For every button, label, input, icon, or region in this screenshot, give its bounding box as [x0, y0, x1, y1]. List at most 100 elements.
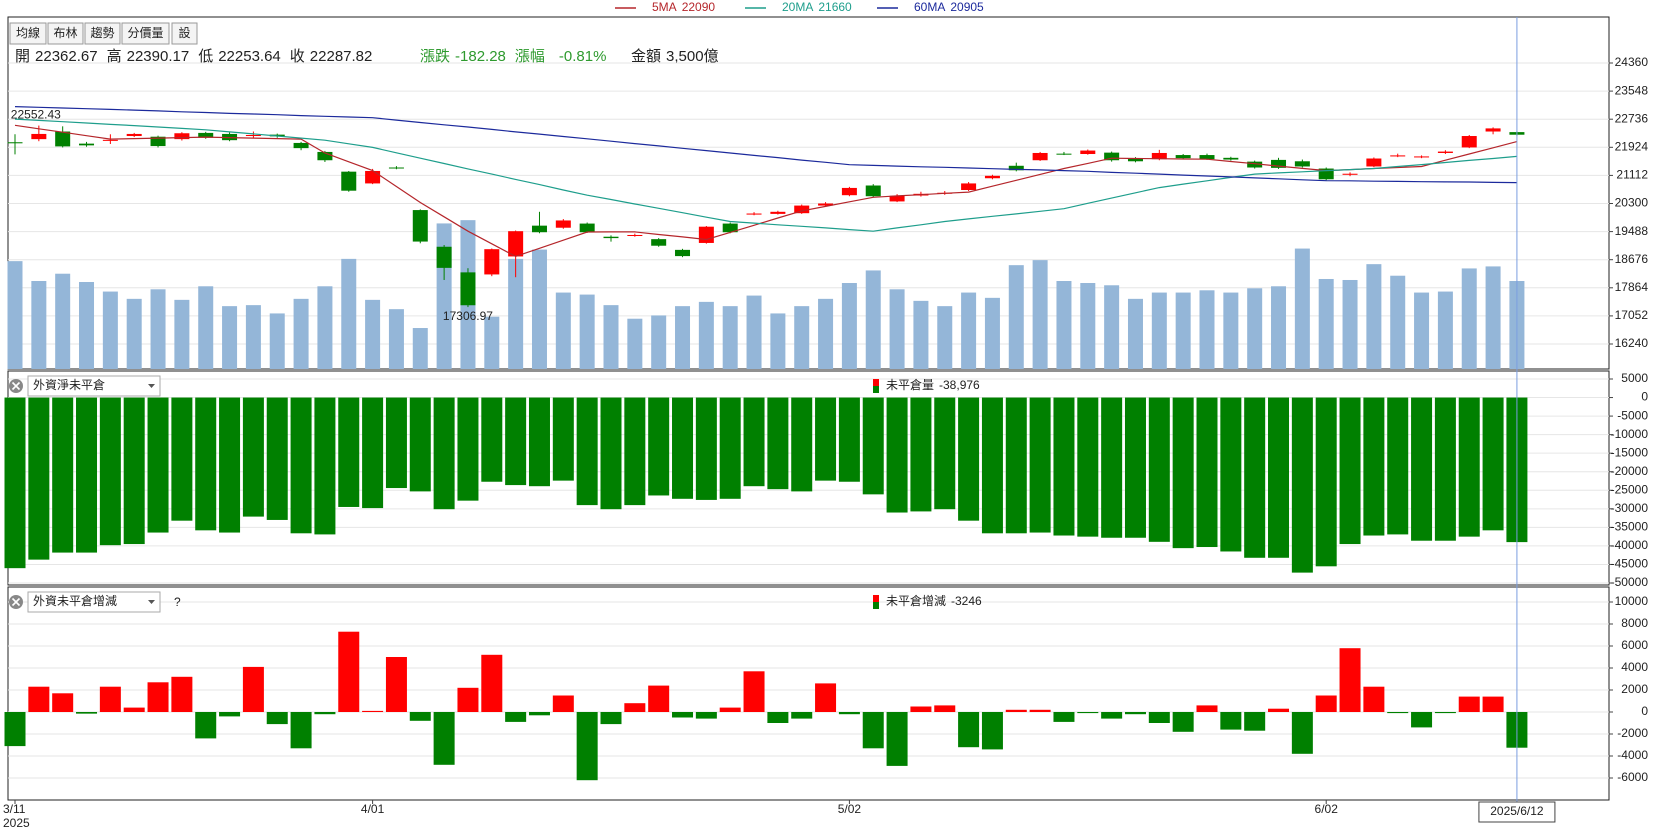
bar	[815, 683, 837, 712]
candle-body	[436, 246, 452, 268]
select-text[interactable]: 外資淨未平倉	[33, 377, 105, 392]
candle-body	[1294, 161, 1310, 167]
panel-frame	[7, 586, 1610, 801]
volume-bar	[1056, 281, 1072, 369]
bar	[934, 705, 956, 712]
button-frame[interactable]	[121, 22, 170, 45]
y-tick-label: 8000	[1621, 616, 1648, 630]
toolbar-button[interactable]: 趨勢	[84, 22, 121, 45]
bar	[195, 712, 217, 739]
candle-body	[531, 225, 547, 233]
button-label[interactable]: 均線	[16, 25, 40, 40]
bar	[1291, 712, 1313, 754]
button-frame[interactable]	[171, 22, 198, 45]
bar	[266, 397, 288, 520]
toolbar-button[interactable]: 布林	[47, 22, 84, 45]
legend-icon-up	[873, 379, 879, 386]
close-cross[interactable]	[11, 597, 21, 607]
label: 漲幅	[515, 48, 545, 65]
y-tick-label: -4000	[1617, 748, 1648, 762]
indicator-select[interactable]: 外資淨未平倉	[27, 375, 161, 397]
volume-bar	[651, 315, 667, 369]
y-tick-label: -20000	[1611, 464, 1649, 478]
volume-bar	[1485, 266, 1501, 369]
toolbar-button[interactable]: 均線	[9, 22, 47, 45]
bar	[767, 712, 789, 723]
select-box[interactable]	[27, 591, 161, 613]
bar	[981, 712, 1003, 750]
close-indicator[interactable]	[9, 595, 23, 609]
button-label[interactable]: 設	[178, 25, 190, 40]
toolbar-button[interactable]: 分價量	[121, 22, 170, 45]
candle-body	[651, 239, 667, 246]
candle-body	[746, 213, 762, 215]
candle-body	[388, 167, 404, 169]
volume-bar	[222, 306, 238, 369]
y-tick-label: 2000	[1621, 682, 1648, 696]
bar	[576, 712, 598, 781]
candle-body	[460, 272, 476, 306]
y-tick-label: 4000	[1621, 660, 1648, 674]
legend-icon-down	[873, 602, 879, 609]
y-tick-label: -15000	[1611, 445, 1649, 459]
value: 22390.17	[127, 48, 190, 65]
x-tick-label: 5/02	[838, 802, 862, 816]
cursor-label: 2025/6/12	[1490, 804, 1544, 818]
candle-body	[1271, 159, 1287, 168]
legend-name: 60MA	[914, 0, 945, 14]
candle-body	[770, 211, 786, 214]
candle-body	[1080, 150, 1096, 155]
help-link[interactable]: ?	[174, 595, 181, 609]
button-label[interactable]: 趨勢	[90, 25, 114, 40]
toolbar-button[interactable]: 設	[171, 22, 198, 45]
button-frame[interactable]	[84, 22, 121, 45]
button-label[interactable]: 布林	[53, 26, 77, 40]
legend-value: -38,976	[939, 378, 980, 392]
candle-body	[7, 142, 23, 144]
volume-bar	[31, 281, 47, 369]
bar	[1053, 712, 1075, 722]
volume-bar	[412, 328, 428, 369]
select-arrow[interactable]	[148, 600, 155, 604]
candle-body	[1390, 155, 1406, 157]
bar	[147, 682, 169, 712]
volume-bar	[889, 289, 905, 369]
close-cross[interactable]	[11, 381, 21, 391]
volume-bar	[1294, 248, 1310, 369]
bar	[934, 397, 956, 510]
bar	[672, 712, 694, 718]
y-tick-label: -6000	[1617, 770, 1648, 784]
y-tick-label: 0	[1641, 390, 1648, 404]
bar	[672, 397, 694, 499]
x-tick-label: 3/11	[3, 802, 26, 816]
select-text[interactable]: 外資未平倉增減	[33, 593, 117, 608]
button-frame[interactable]	[47, 22, 84, 45]
bar	[552, 695, 574, 712]
bar	[1148, 397, 1170, 542]
bar	[1005, 397, 1027, 534]
candle-body	[508, 231, 524, 257]
bar	[1172, 712, 1194, 732]
select-box[interactable]	[27, 375, 161, 397]
button-label[interactable]: 分價量	[127, 26, 163, 40]
candle-body	[198, 132, 214, 138]
legend-value: 20905	[950, 0, 984, 14]
candle-body	[627, 234, 643, 236]
select-arrow[interactable]	[148, 384, 155, 388]
bar	[624, 397, 646, 506]
y-tick-label: -30000	[1611, 501, 1649, 515]
volume-bar	[198, 286, 214, 369]
volume-bar	[293, 298, 309, 369]
bar	[1482, 397, 1504, 531]
indicator-select[interactable]: 外資未平倉增減	[27, 591, 161, 613]
button-frame[interactable]	[9, 22, 47, 45]
bar	[195, 397, 217, 531]
candle-body	[55, 131, 71, 147]
close-indicator[interactable]	[9, 379, 23, 393]
candle-body	[79, 143, 95, 146]
volume-bar	[150, 289, 166, 369]
legend-value: 21660	[818, 0, 852, 14]
volume-bar	[126, 298, 142, 369]
volume-bar	[675, 306, 691, 369]
